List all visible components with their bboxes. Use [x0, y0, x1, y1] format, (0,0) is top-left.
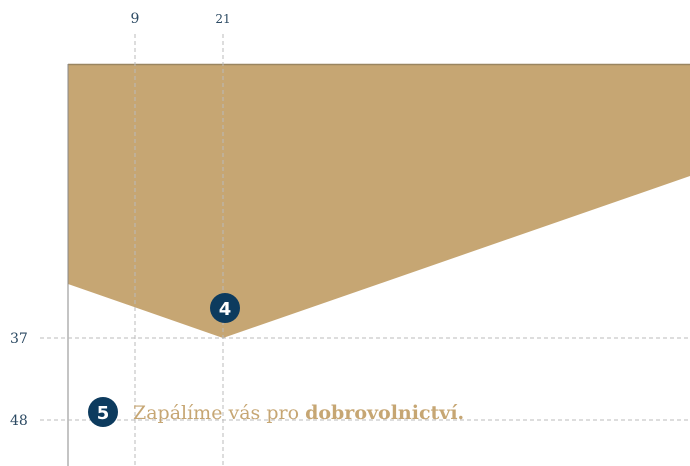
tagline-text: Zapálíme vás pro	[133, 402, 299, 424]
guide-label: 48	[10, 413, 28, 429]
tan-shape	[68, 64, 690, 338]
badge-number: 4	[219, 299, 232, 320]
badge-number: 5	[97, 403, 110, 424]
badge	[88, 397, 118, 427]
guide-label: 9	[131, 11, 140, 27]
guide-label: 37	[10, 331, 28, 347]
badge	[210, 293, 240, 323]
tagline-bold: dobrovolnictví.	[305, 402, 464, 424]
tagline: Zapálíme vás pro dobrovolnictví.	[133, 402, 464, 424]
guide-label: 21	[215, 12, 230, 26]
